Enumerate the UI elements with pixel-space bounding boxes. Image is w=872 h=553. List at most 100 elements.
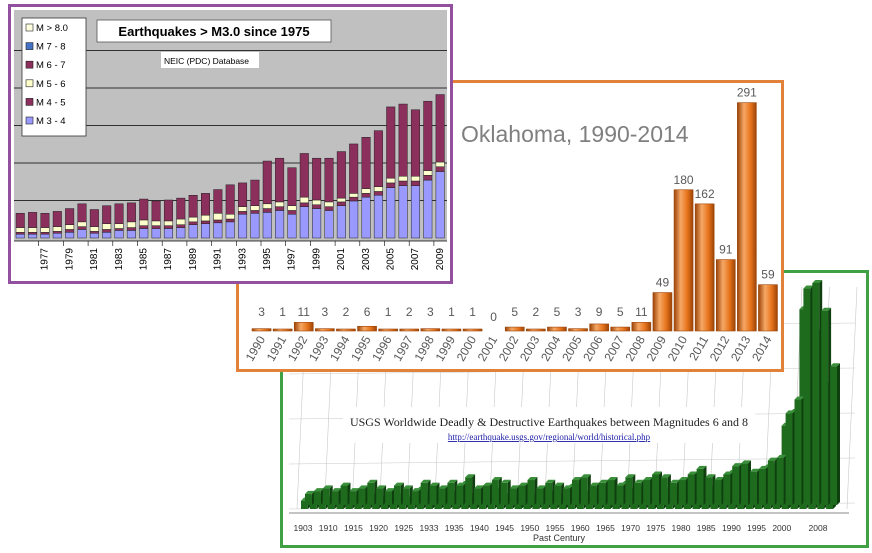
worldwide-chart: 1977 1979 1981 1983 1985 1987 1989 1991 1993 1995… [14,10,447,271]
usgs-bar-top [589,482,600,486]
worldwide-bar-segment [275,157,285,203]
oklahoma-value-label: 9 [596,305,603,319]
oklahoma-value-label: 0 [490,310,497,324]
worldwide-bar-segment [349,196,359,202]
worldwide-bar-segment [163,199,173,222]
worldwide-bar-segment [238,182,248,207]
worldwide-bar-segment [15,232,25,235]
worldwide-bar-segment [398,180,408,186]
oklahoma-x-tick-label: 1993 [306,333,332,363]
usgs-bar-top [527,477,538,481]
worldwide-bar-segment [52,233,62,239]
oklahoma-x-tick-label: 1990 [243,333,269,363]
oklahoma-x-tick-label: 2009 [644,333,670,363]
oklahoma-value-label: 2 [406,305,413,319]
worldwide-title: Earthquakes > M3.0 since 1975 [118,24,309,39]
oklahoma-x-tick-label: 2005 [559,333,585,363]
oklahoma-x-tick-label: 2001 [475,333,501,363]
usgs-bar-top [714,477,725,481]
usgs-bar [589,485,597,505]
usgs-bar-top [643,477,654,481]
worldwide-legend-swatch [25,116,34,125]
usgs-bar [518,485,526,505]
usgs-bar-top [758,465,769,469]
worldwide-bar-segment [151,200,161,222]
worldwide-x-tick-label: 1995 [262,248,273,271]
usgs-bar-top [661,474,671,478]
usgs-x-tick-label: 1985 [697,523,716,533]
worldwide-bar-segment [176,218,186,225]
usgs-bar-top [340,482,351,486]
worldwide-bar-segment [126,202,136,223]
usgs-url-link[interactable]: http://earthquake.usgs.gov/regional/worl… [448,432,651,442]
worldwide-bar-segment [250,205,260,211]
worldwide-bar-segment [373,191,383,196]
worldwide-bar-segment [114,228,124,231]
oklahoma-value-label: 5 [617,305,624,319]
usgs-x-tick-label: 1935 [445,523,464,533]
oklahoma-value-label: 3 [427,305,434,319]
worldwide-annotation: NEIC (PDC) Database [164,56,249,66]
worldwide-bar-segment [188,195,198,218]
oklahoma-bar [737,102,757,332]
usgs-x-tick-label: 1975 [646,523,665,533]
usgs-bar [509,488,517,505]
worldwide-bar-segment [28,227,38,233]
worldwide-bar-segment [176,227,186,239]
worldwide-bar-segment [176,224,186,228]
usgs-bar-top [331,488,342,492]
worldwide-bar-segment [287,210,297,215]
worldwide-stacked-bars [15,94,445,239]
oklahoma-bar [715,259,736,332]
worldwide-bar-segment [188,224,198,239]
usgs-bar-top [598,479,609,483]
usgs-bar-top [830,363,840,367]
worldwide-x-tick-label: 1991 [213,248,224,271]
oklahoma-x-tick-label: 2007 [601,333,627,363]
oklahoma-bar [293,322,314,332]
usgs-bar-top [509,485,520,489]
oklahoma-value-label: 3 [258,305,265,319]
usgs-bar [429,485,437,505]
usgs-grid-line [288,457,856,465]
worldwide-bar-segment [361,137,371,189]
usgs-bar [580,477,588,505]
oklahoma-bar [526,328,546,332]
usgs-bar [803,288,811,505]
worldwide-bar-segment [299,202,309,207]
worldwide-bar-segment [423,170,433,176]
worldwide-bar-segment [65,224,75,230]
usgs-x-tick-label: 1903 [294,523,313,533]
usgs-bar [322,488,330,505]
oklahoma-value-label: 49 [656,276,670,290]
oklahoma-bar [547,326,567,332]
oklahoma-bar [420,328,441,332]
usgs-bar-top [438,485,449,489]
worldwide-bar-segment [299,206,309,239]
worldwide-legend-label: M 5 - 6 [36,79,66,90]
usgs-bar-top [545,479,556,483]
worldwide-bar-segment [126,221,136,228]
oklahoma-value-label: 1 [385,305,392,319]
worldwide-bar-segment [213,213,223,221]
usgs-bar-top [696,465,707,469]
usgs-bar [358,488,366,505]
usgs-bar [661,477,668,505]
oklahoma-bar [251,328,272,332]
usgs-bar-top [812,280,823,283]
worldwide-legend-swatch [25,42,34,50]
usgs-bar [669,482,677,505]
worldwide-bar-segment [435,94,445,163]
worldwide-x-tick-label: 1997 [287,248,298,271]
usgs-bar [563,488,570,505]
worldwide-bar-segment [336,151,346,199]
oklahoma-x-tick-label: 1998 [411,333,437,363]
usgs-bar [723,474,731,505]
worldwide-x-ticks: 1977 1979 1981 1983 1985 1987 1989 1991 1993 1995… [38,241,446,271]
usgs-bar [394,485,401,505]
usgs-x-tick-label: 1970 [621,523,640,533]
usgs-x-tick-label: 1915 [344,523,363,533]
worldwide-bar-segment [225,214,235,220]
worldwide-bar-segment [386,177,396,184]
